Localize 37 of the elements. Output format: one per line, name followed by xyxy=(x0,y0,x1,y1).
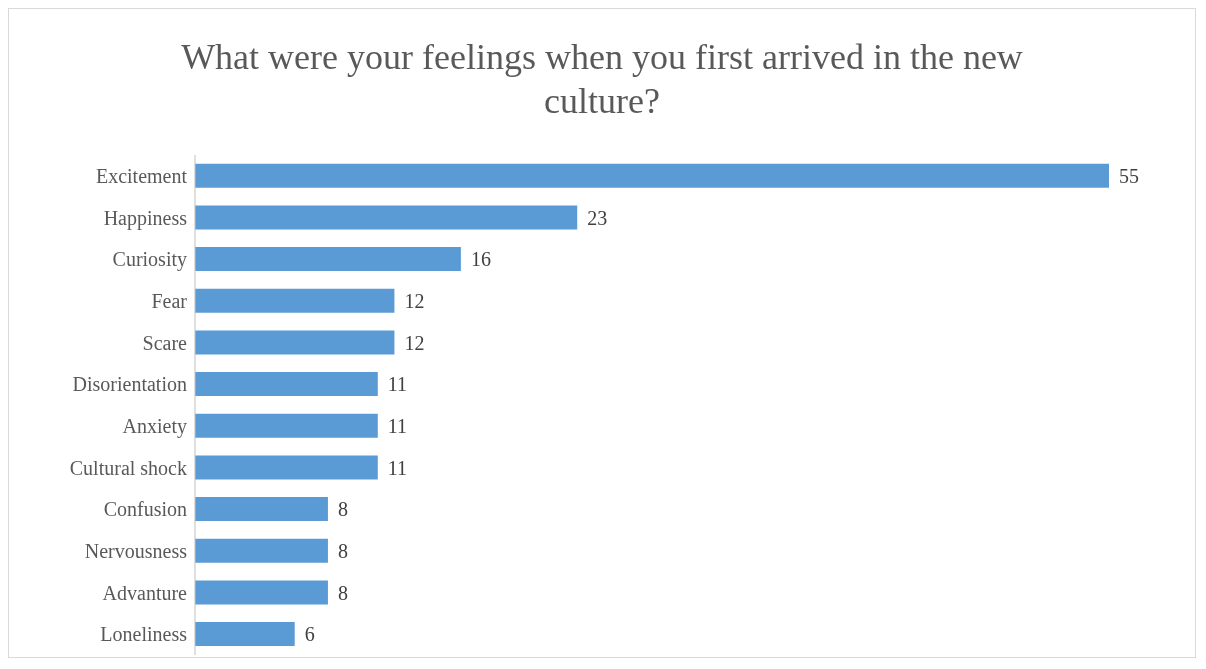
bar xyxy=(195,247,461,272)
y-tick-label: Excitement xyxy=(95,164,188,187)
y-tick-label: Advanture xyxy=(102,581,188,604)
data-label: 55 xyxy=(1119,164,1139,187)
data-label: 12 xyxy=(404,331,425,354)
y-tick-label: Disorientation xyxy=(72,373,187,396)
bar xyxy=(195,330,395,355)
data-label: 6 xyxy=(304,623,315,646)
data-label: 8 xyxy=(337,581,348,604)
data-label: 23 xyxy=(587,206,608,229)
bar xyxy=(195,372,378,397)
bar xyxy=(195,580,328,605)
bar xyxy=(195,413,378,438)
bar xyxy=(195,622,295,647)
y-tick-label: Fear xyxy=(151,289,188,312)
chart-title: What were your feelings when you first arrived in the new culture? xyxy=(180,36,1024,123)
y-tick-label: Anxiety xyxy=(122,414,187,438)
data-label: 16 xyxy=(470,248,491,271)
data-label: 11 xyxy=(387,414,408,437)
bar xyxy=(195,455,378,480)
bar xyxy=(195,163,1109,188)
bar xyxy=(195,205,578,230)
data-label: 12 xyxy=(404,289,425,312)
bar xyxy=(195,288,395,313)
y-tick-label: Nervousness xyxy=(84,539,188,562)
y-tick-label: Loneliness xyxy=(100,623,188,646)
y-tick-label: Happiness xyxy=(103,206,188,230)
bar xyxy=(195,497,328,522)
data-label: 11 xyxy=(387,456,408,479)
data-label: 8 xyxy=(337,498,348,521)
y-tick-label: Confusion xyxy=(103,498,187,521)
y-tick-label: Scare xyxy=(142,331,188,354)
data-label: 8 xyxy=(337,539,348,562)
y-tick-label: Curiosity xyxy=(112,248,187,272)
bar xyxy=(195,538,328,563)
data-label: 11 xyxy=(387,373,408,396)
y-tick-label: Cultural shock xyxy=(69,456,187,479)
